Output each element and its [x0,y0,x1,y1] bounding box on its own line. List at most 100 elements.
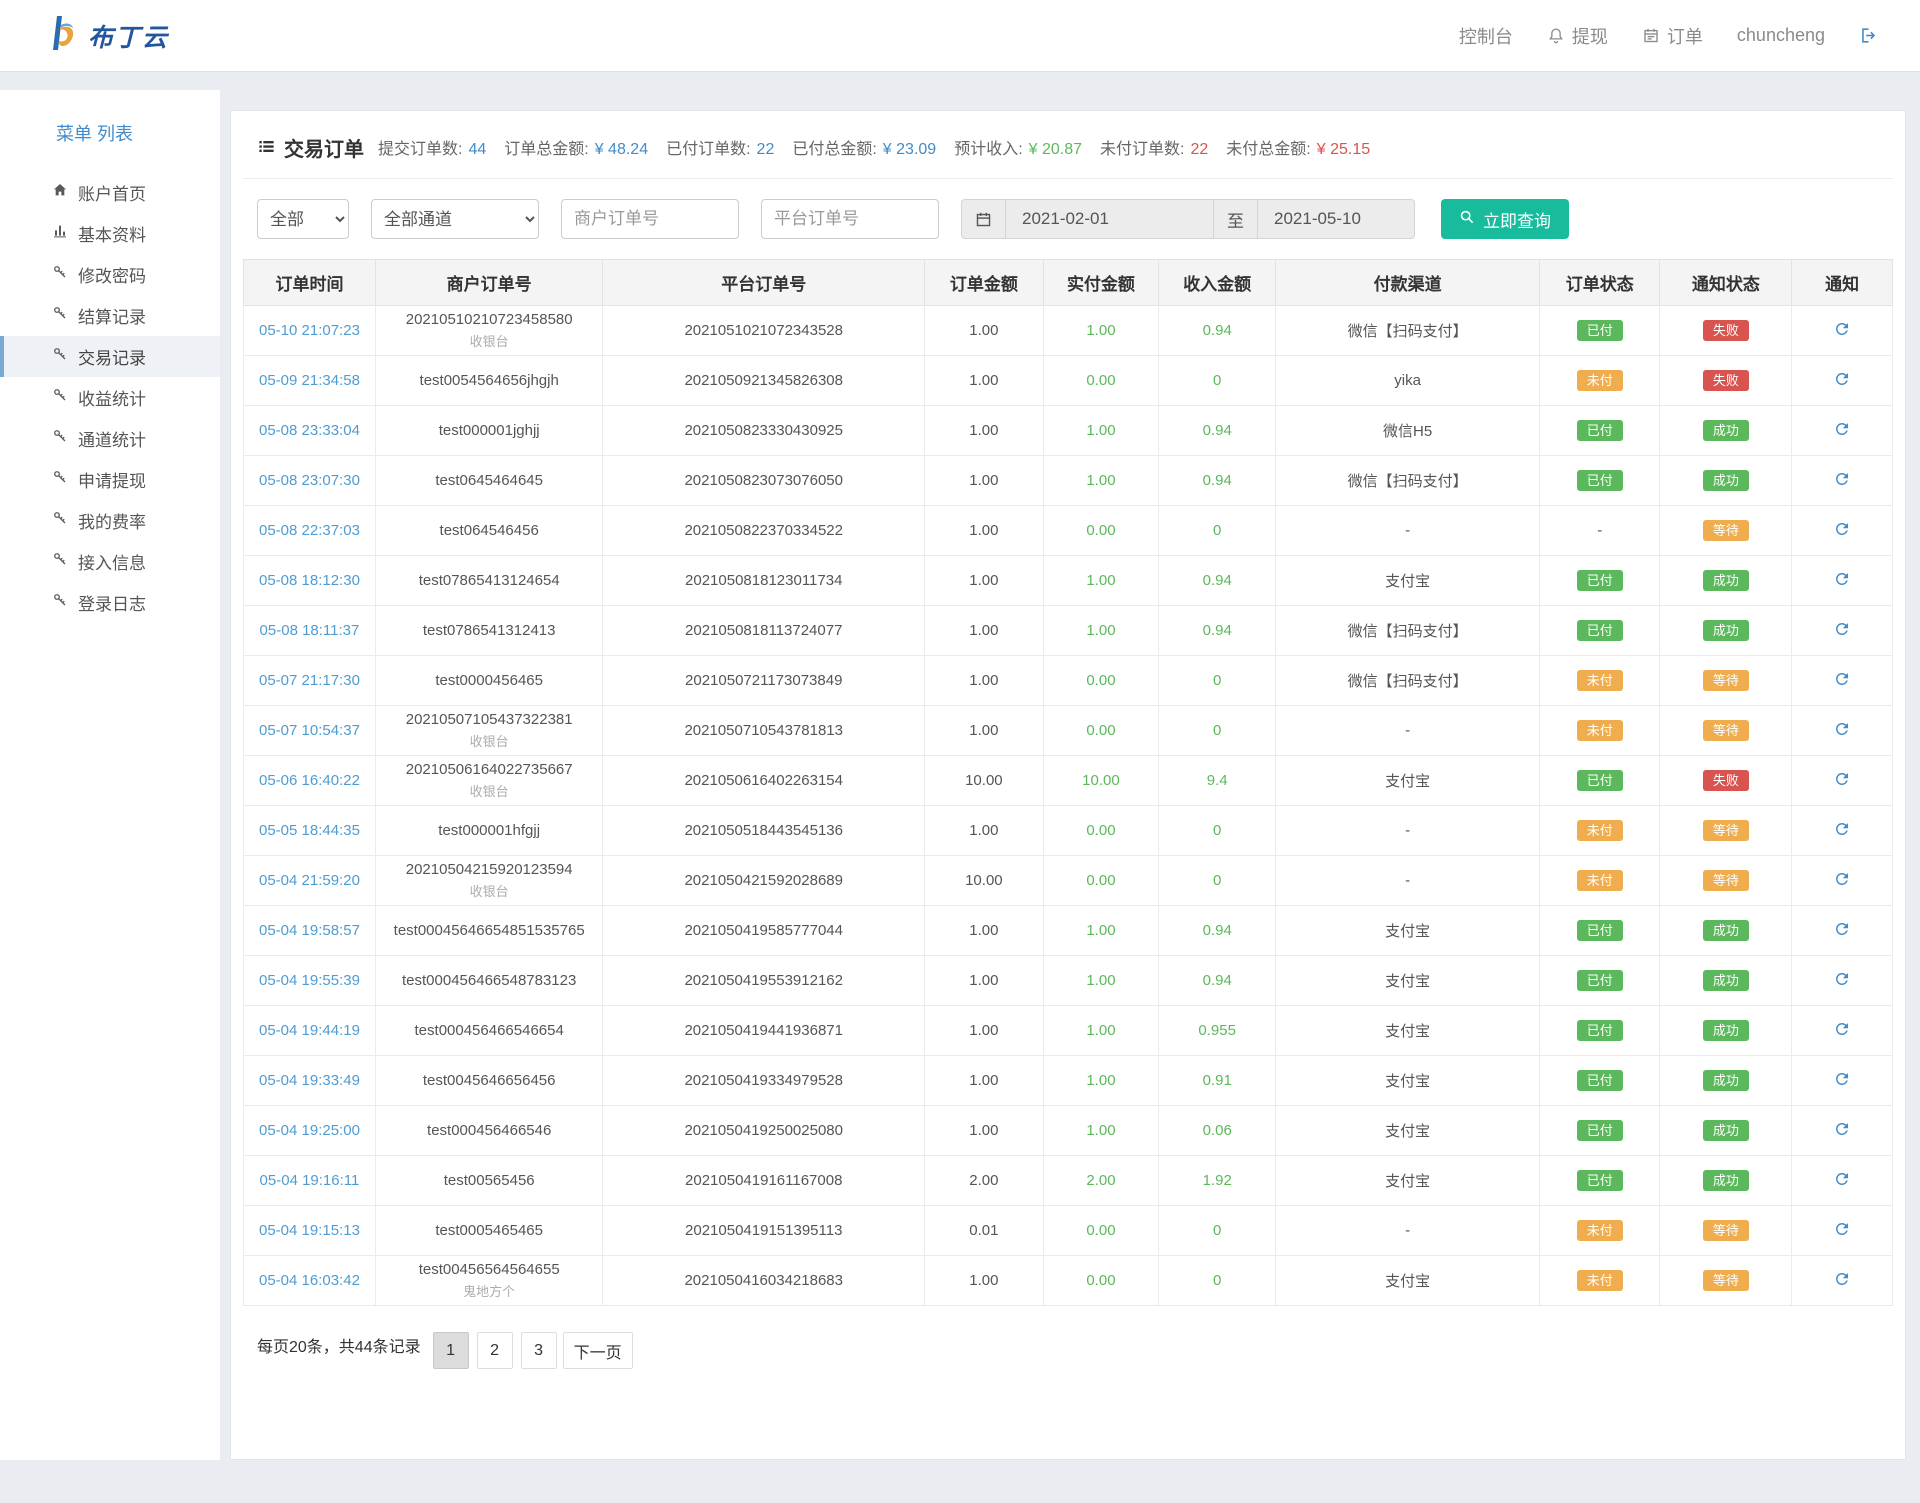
cell-notify-action [1791,955,1893,1006]
cell-pay-channel: 支付宝 [1275,1255,1541,1306]
sidebar-item-修改密码[interactable]: 修改密码 [0,254,220,295]
notify-status-badge: 等待 [1702,820,1749,841]
refresh-icon[interactable] [1833,370,1851,388]
sidebar-item-基本资料[interactable]: 基本资料 [0,213,220,254]
key-icon [52,305,68,326]
refresh-icon[interactable] [1833,720,1851,738]
refresh-icon[interactable] [1833,670,1851,688]
cell-paid-amount: 1.00 [1042,905,1160,956]
cell-order-status: 已付 [1539,1005,1661,1056]
merchant-order-input[interactable] [561,199,739,239]
stat-value: ¥ 23.09 [882,141,937,158]
refresh-icon[interactable] [1833,770,1851,788]
cell-notify-action [1791,905,1893,956]
refresh-icon[interactable] [1833,420,1851,438]
table-header-row: 订单时间 商户订单号 平台订单号 订单金额 实付金额 收入金额 付款渠道 订单状态 通知状态 通知 [243,259,1893,306]
cell-pay-channel: - [1275,855,1541,906]
sidebar-item-结算记录[interactable]: 结算记录 [0,295,220,336]
order-status-badge: 未付 [1576,720,1623,741]
brand[interactable]: 布丁云 [48,15,169,56]
merchant-order-no: 20210507105437322381 [405,711,573,728]
date-from-field[interactable]: 2021-02-01 [1005,199,1213,239]
cell-order-time: 05-04 19:44:19 [243,1005,376,1056]
top-navbar: 布丁云 控制台 提现 [0,0,1920,71]
nav-username[interactable]: chuncheng [1737,25,1825,46]
refresh-icon[interactable] [1833,870,1851,888]
page-button-1[interactable]: 1 [432,1332,469,1369]
merchant-order-sub: 鬼地方个 [463,1284,516,1299]
cell-platform-order: 2021050419161167008 [602,1155,926,1206]
refresh-icon[interactable] [1833,1020,1851,1038]
cell-platform-order: 2021050419553912162 [602,955,926,1006]
stat-label: 预计收入: [954,141,1023,158]
nav-withdraw[interactable]: 提现 [1547,23,1608,49]
table-row: 05-08 22:37:03 test064546456 2021050822370… [243,505,1893,556]
page-button-3[interactable]: 3 [520,1332,557,1369]
order-status-badge: 未付 [1576,370,1623,391]
cell-pay-channel: - [1275,705,1541,756]
cell-notify-status: 等待 [1659,705,1793,756]
column-header: 付款渠道 [1275,259,1541,306]
nav-orders[interactable]: 订单 [1642,23,1703,49]
page-button-2[interactable]: 2 [476,1332,513,1369]
refresh-icon[interactable] [1833,570,1851,588]
cell-income-amount: 0.94 [1158,305,1277,356]
cell-notify-status: 等待 [1659,655,1793,706]
order-status-badge: 已付 [1576,770,1623,791]
refresh-icon[interactable] [1833,1220,1851,1238]
cell-platform-order: 2021050419250025080 [602,1105,926,1156]
refresh-icon[interactable] [1833,1170,1851,1188]
status-filter-select[interactable]: 全部 [257,199,349,239]
cell-order-status: 已付 [1539,755,1661,806]
refresh-icon[interactable] [1833,820,1851,838]
filter-row: 全部 全部通道 2021-02-01 至 2021-05-10 [243,179,1893,257]
refresh-icon[interactable] [1833,320,1851,338]
refresh-icon[interactable] [1833,970,1851,988]
cell-platform-order: 2021050818123011734 [602,555,926,606]
sidebar-item-接入信息[interactable]: 接入信息 [0,541,220,582]
refresh-icon[interactable] [1833,520,1851,538]
sidebar-item-登录日志[interactable]: 登录日志 [0,582,220,623]
sidebar-item-申请提现[interactable]: 申请提现 [0,459,220,500]
sidebar-item-label: 收益统计 [78,390,146,409]
date-to-field[interactable]: 2021-05-10 [1257,199,1415,239]
cell-order-time: 05-04 19:55:39 [243,955,376,1006]
sidebar-item-账户首页[interactable]: 账户首页 [0,172,220,213]
sidebar-item-我的费率[interactable]: 我的费率 [0,500,220,541]
sidebar-item-交易记录[interactable]: 交易记录 [0,336,220,377]
cell-pay-channel: 微信【扫码支付】 [1275,655,1541,706]
cell-merchant-order: test064546456 [374,505,604,556]
cell-order-amount: 1.00 [924,605,1044,656]
column-header: 订单时间 [243,259,376,306]
merchant-order-sub: 收银台 [469,334,509,349]
refresh-icon[interactable] [1833,1270,1851,1288]
cell-pay-channel: 支付宝 [1275,555,1541,606]
cell-order-amount: 1.00 [924,1055,1044,1106]
cell-order-time: 05-08 18:11:37 [243,605,376,656]
key-icon [52,551,68,572]
nav-console[interactable]: 控制台 [1459,23,1513,49]
next-page-button[interactable]: 下一页 [562,1332,633,1369]
chart-icon [52,223,68,244]
sidebar-item-label: 通道统计 [78,431,146,450]
cell-platform-order: 2021050823073076050 [602,455,926,506]
order-status-badge: 已付 [1576,970,1623,991]
refresh-icon[interactable] [1833,1070,1851,1088]
sidebar-item-收益统计[interactable]: 收益统计 [0,377,220,418]
platform-order-input[interactable] [761,199,939,239]
logout-button[interactable] [1859,26,1878,45]
refresh-icon[interactable] [1833,1120,1851,1138]
table-row: 05-04 21:59:20 20210504215920123594 收银台 202… [243,855,1893,906]
cell-platform-order: 2021050710543781813 [602,705,926,756]
table-row: 05-08 18:11:37 test0786541312413 202105081… [243,605,1893,656]
cell-order-status: 已付 [1539,605,1661,656]
cell-notify-status: 成功 [1659,1105,1793,1156]
sidebar-item-通道统计[interactable]: 通道统计 [0,418,220,459]
search-button[interactable]: 立即查询 [1441,199,1569,239]
channel-filter-select[interactable]: 全部通道 [371,199,539,239]
refresh-icon[interactable] [1833,620,1851,638]
merchant-order-no: test0000456465 [435,672,543,689]
refresh-icon[interactable] [1833,470,1851,488]
refresh-icon[interactable] [1833,920,1851,938]
